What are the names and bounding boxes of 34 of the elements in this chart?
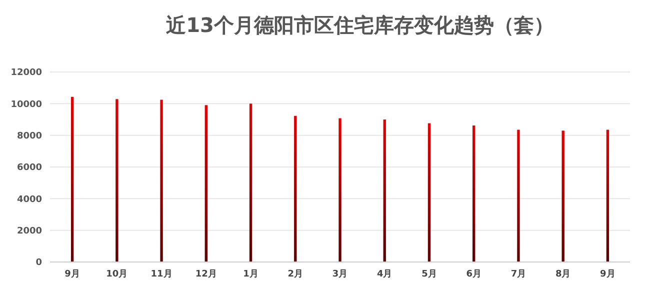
y-tick-label: 0 xyxy=(36,258,42,268)
y-tick-label: 12000 xyxy=(10,68,42,78)
bar xyxy=(562,130,564,262)
x-tick-label: 10月 xyxy=(106,268,128,280)
x-tick-label: 6月 xyxy=(466,268,482,280)
bar xyxy=(116,99,118,262)
bar xyxy=(472,126,476,262)
x-tick-label: 9月 xyxy=(600,268,616,280)
x-tick-label: 7月 xyxy=(510,268,526,280)
x-tick-label: 3月 xyxy=(332,268,348,280)
x-tick-label: 9月 xyxy=(64,268,80,280)
bar xyxy=(294,116,297,262)
x-tick-label: 11月 xyxy=(150,268,172,280)
y-tick-label: 6000 xyxy=(16,163,42,174)
bar xyxy=(338,118,342,262)
x-tick-label: 8月 xyxy=(555,268,571,280)
bar xyxy=(517,130,520,262)
y-tick-label: 10000 xyxy=(10,100,42,110)
bar xyxy=(383,120,386,262)
y-tick-label: 4000 xyxy=(16,194,42,205)
y-tick-label: 2000 xyxy=(16,226,42,237)
y-tick-label: 8000 xyxy=(16,132,42,142)
x-tick-label: 4月 xyxy=(376,268,392,280)
x-tick-label: 1月 xyxy=(243,268,258,280)
bar xyxy=(249,104,252,262)
bar xyxy=(70,96,74,262)
bar xyxy=(204,105,208,262)
chart-title: 近13个月德阳市区住宅库存变化趋势（套） xyxy=(165,12,555,39)
bar xyxy=(606,130,610,262)
x-tick-label: 5月 xyxy=(422,268,437,280)
x-tick-label: 2月 xyxy=(288,268,304,280)
x-tick-label: 12月 xyxy=(195,268,217,280)
bar xyxy=(428,123,431,262)
bar xyxy=(160,100,163,262)
